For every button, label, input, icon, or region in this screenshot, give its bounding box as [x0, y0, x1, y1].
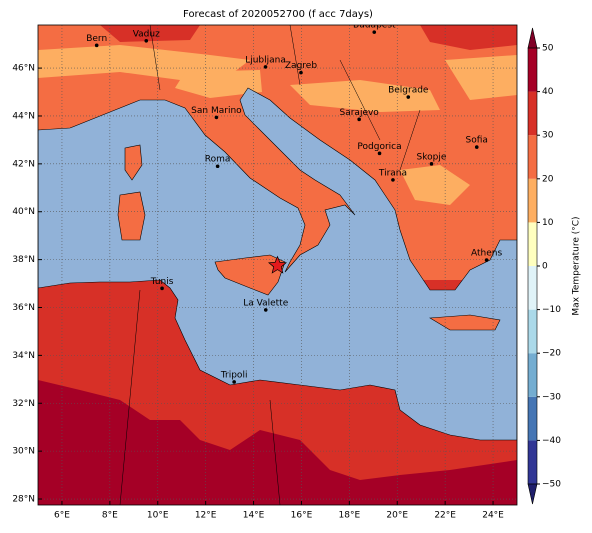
city-label: Athens: [471, 249, 502, 259]
city-label: Vaduz: [133, 29, 160, 39]
city-label: Belgrade: [388, 86, 429, 96]
colorbar-tick-label: 20: [542, 174, 554, 184]
city-dot: [232, 380, 236, 384]
colorbar-tick-label: 0: [542, 262, 548, 272]
city-dot: [94, 43, 99, 48]
lon-tick-label: 18°E: [339, 511, 361, 521]
city-dot: [263, 65, 268, 69]
city-label: Tripoli: [220, 370, 248, 380]
lat-tick-label: 40°N: [12, 207, 35, 217]
city-label: San Marino: [191, 106, 242, 116]
colorbar-tick-label: −40: [542, 436, 561, 446]
colorbar-tick-label: 10: [542, 218, 554, 228]
city-dot: [263, 308, 268, 312]
city-dot: [474, 145, 479, 149]
colorbar-over: [527, 27, 538, 49]
city-label: Skopje: [417, 152, 447, 162]
city-label: Sofia: [466, 136, 488, 146]
colorbar-tick-label: −50: [542, 480, 561, 490]
lon-tick-label: 16°E: [291, 511, 313, 521]
lat-tick-label: 38°N: [12, 255, 35, 265]
city-dot: [214, 115, 219, 120]
colorbar-band: [528, 178, 537, 223]
city-label: Roma: [205, 155, 231, 165]
map-frame: [37, 24, 518, 506]
lat-tick-label: 28°N: [12, 495, 35, 505]
title: Forecast of 2020052700 (f acc 7days): [183, 9, 373, 20]
city-label: Tunis: [150, 277, 174, 287]
lat-tick-label: 34°N: [12, 351, 35, 361]
lat-tick-label: 30°N: [12, 447, 35, 457]
city-label: Budapest: [353, 21, 396, 31]
colorbar-tick-label: −10: [542, 305, 561, 315]
lon-tick-label: 12°E: [195, 511, 217, 521]
city-dot: [357, 117, 361, 122]
colorbar-tick-label: 50: [542, 44, 554, 54]
colorbar-tick-label: −30: [542, 392, 561, 402]
colorbar-band: [528, 440, 537, 484]
lat-tick-label: 44°N: [12, 111, 35, 121]
lat-tick-label: 36°N: [12, 303, 35, 313]
city-dot: [160, 286, 164, 291]
lon-tick-label: 24°E: [482, 511, 504, 521]
city-dot: [406, 95, 411, 99]
city-dot: [391, 178, 395, 182]
colorbar-band: [528, 48, 537, 92]
lon-tick-label: 20°E: [386, 511, 408, 521]
lon-tick-label: 8°E: [102, 511, 118, 521]
lon-tick-label: 6°E: [54, 511, 70, 521]
city-label: La Valette: [243, 298, 288, 308]
city-label: Bern: [86, 34, 107, 44]
colorbar-band: [528, 222, 537, 266]
lon-tick-label: 14°E: [243, 511, 265, 521]
city-dot: [215, 164, 220, 169]
city-label: Zagreb: [285, 61, 317, 71]
colorbar-band: [528, 309, 537, 354]
city-dot: [299, 70, 303, 75]
city-label: Tirana: [378, 168, 407, 178]
colorbar-band: [528, 135, 537, 179]
colorbar-label: Max Temperature (°C): [572, 216, 582, 315]
city-dot: [429, 162, 434, 166]
city-label: Sarajevo: [340, 108, 380, 118]
lat-tick-label: 42°N: [12, 159, 35, 169]
city-dot: [372, 30, 377, 34]
colorbar-band: [528, 353, 537, 397]
city-dot: [144, 39, 149, 43]
lon-tick-label: 22°E: [434, 511, 456, 521]
colorbar-tick-label: 40: [542, 87, 554, 97]
colorbar-band: [528, 396, 537, 441]
city-label: Podgorica: [357, 142, 401, 152]
colorbar-band: [528, 266, 537, 310]
marker-star: [268, 255, 287, 274]
colorbar-tick-label: −20: [542, 349, 561, 359]
lon-tick-label: 10°E: [147, 511, 169, 521]
colorbar-band: [528, 91, 537, 136]
lat-tick-label: 46°N: [12, 64, 35, 74]
lat-tick-label: 32°N: [12, 399, 35, 409]
colorbar-under: [527, 483, 538, 505]
colorbar-tick-label: 30: [542, 131, 554, 141]
city-label: Ljubljana: [245, 55, 286, 65]
city-dot: [377, 151, 382, 156]
city-dot: [484, 258, 489, 262]
